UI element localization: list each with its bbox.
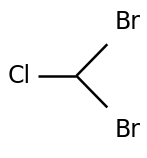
Text: Br: Br <box>115 118 141 142</box>
Text: Br: Br <box>115 10 141 34</box>
Text: Cl: Cl <box>7 64 31 88</box>
